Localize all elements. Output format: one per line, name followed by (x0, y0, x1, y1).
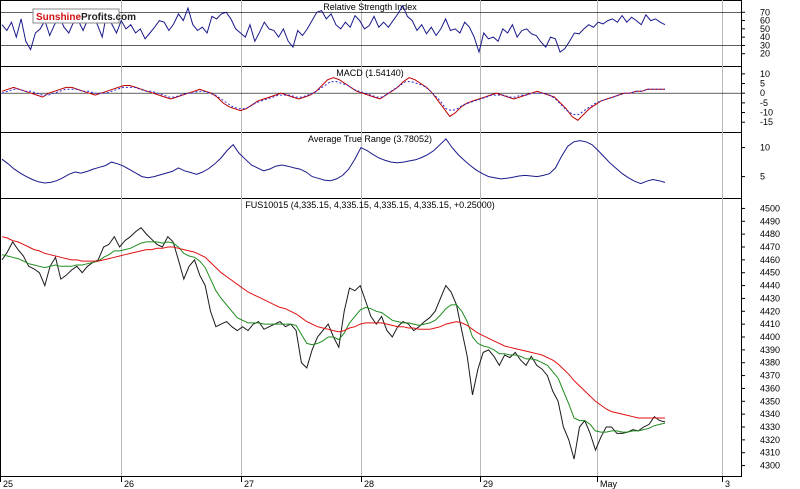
macd-ytick-label: -15 (760, 117, 773, 127)
price-ytick-label: 4380 (760, 358, 780, 368)
price-ytick-label: 4480 (760, 229, 780, 239)
x-tick-label-3: 28 (364, 479, 374, 489)
logo-text: SunshineProfits.com (36, 12, 136, 23)
price-ytick-label: 4430 (760, 293, 780, 303)
price-ytick-label: 4360 (760, 383, 780, 393)
price-ytick-label: 4460 (760, 255, 780, 265)
atr-ytick-label: 10 (760, 143, 770, 153)
macd-title: MACD (1.54140) (336, 68, 404, 78)
x-tick-label-2: 27 (244, 479, 254, 489)
rsi-ytick-label: 20 (760, 49, 770, 59)
macd-ytick-label: -10 (760, 108, 773, 118)
rsi-ytick-label: 60 (760, 16, 770, 26)
x-tick-label-5: May (600, 479, 618, 489)
price-panel: 4500 4490 4480 4470 4460 4450 4440 4430 4420 4410… (0, 198, 780, 477)
price-ytick-label: 4340 (760, 409, 780, 419)
price-ytick-label: 4370 (760, 371, 780, 381)
macd-series-1 (1, 81, 665, 115)
price-ytick-label: 4490 (760, 216, 780, 226)
price-ytick-label: 4400 (760, 332, 780, 342)
price-ytick-label: 4420 (760, 306, 780, 316)
logo-part-sunshine: Sunshine (36, 12, 81, 23)
rsi-ytick-label: 70 (760, 7, 770, 17)
rsi-title: Relative Strength Index (323, 2, 417, 12)
sunshine-profits-logo: SunshineProfits.com (32, 8, 136, 24)
atr-title: Average True Range (3.78052) (308, 134, 432, 144)
price-series-2 (1, 236, 665, 419)
macd-ytick-label: 0 (760, 88, 765, 98)
rsi-ytick-label: 40 (760, 32, 770, 42)
price-series-1 (1, 241, 666, 433)
price-ytick-label: 4470 (760, 242, 780, 252)
x-tick-label-6: 3 (725, 479, 730, 489)
rsi-series-0 (1, 4, 666, 54)
x-axis: 25 26 27 28 29 May 3 (0, 476, 741, 489)
price-frame (0, 198, 742, 477)
price-ytick-label: 4410 (760, 319, 780, 329)
price-ytick-label: 4310 (760, 448, 780, 458)
price-ytick-label: 4500 (760, 203, 780, 213)
rsi-ytick-label: 30 (760, 40, 770, 50)
x-tick-label-4: 29 (483, 479, 493, 489)
macd-ytick-label: -5 (760, 98, 768, 108)
macd-series-0 (1, 77, 665, 121)
atr-series-0 (1, 138, 666, 185)
atr-panel: 10 5 Average True Range (3.78052) (0, 132, 770, 199)
price-ytick-label: 4390 (760, 345, 780, 355)
price-ytick-label: 4330 (760, 422, 780, 432)
x-tick-label-1: 26 (124, 479, 134, 489)
price-title: FUS10015 (4,335.15, 4,335.15, 4,335.15, … (245, 200, 494, 210)
rsi-frame (0, 0, 742, 67)
price-ytick-label: 4440 (760, 281, 780, 291)
logo-part-profits: Profits.com (81, 12, 136, 23)
macd-ytick-label: 5 (760, 79, 765, 89)
price-ytick-label: 4300 (760, 461, 780, 471)
rsi-ytick-label: 50 (760, 24, 770, 34)
atr-ytick-label: 5 (760, 172, 765, 182)
price-ytick-label: 4350 (760, 396, 780, 406)
x-tick-label-0: 25 (3, 479, 13, 489)
macd-frame (0, 66, 742, 133)
price-ytick-label: 4320 (760, 435, 780, 445)
macd-ytick-label: 10 (760, 69, 770, 79)
atr-frame (0, 132, 742, 199)
logo-box (32, 8, 120, 24)
price-ytick-label: 4450 (760, 268, 780, 278)
